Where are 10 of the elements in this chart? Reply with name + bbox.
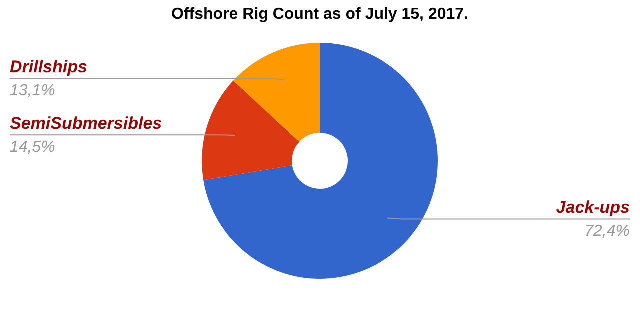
donut-slice: [233, 43, 320, 142]
slice-label: SemiSubmersibles: [10, 114, 162, 134]
data-label: 14,5%: [10, 139, 56, 156]
slice-label: Drillships: [10, 58, 88, 77]
donut-slice: [202, 80, 300, 180]
donut-slice: [204, 43, 438, 279]
data-label: 72,4%: [584, 223, 630, 240]
slice-label: Jack-ups: [556, 198, 630, 218]
data-label: 13,1%: [10, 82, 56, 100]
chart-title: Offshore Rig Count as of July 15, 2017.: [172, 6, 468, 23]
